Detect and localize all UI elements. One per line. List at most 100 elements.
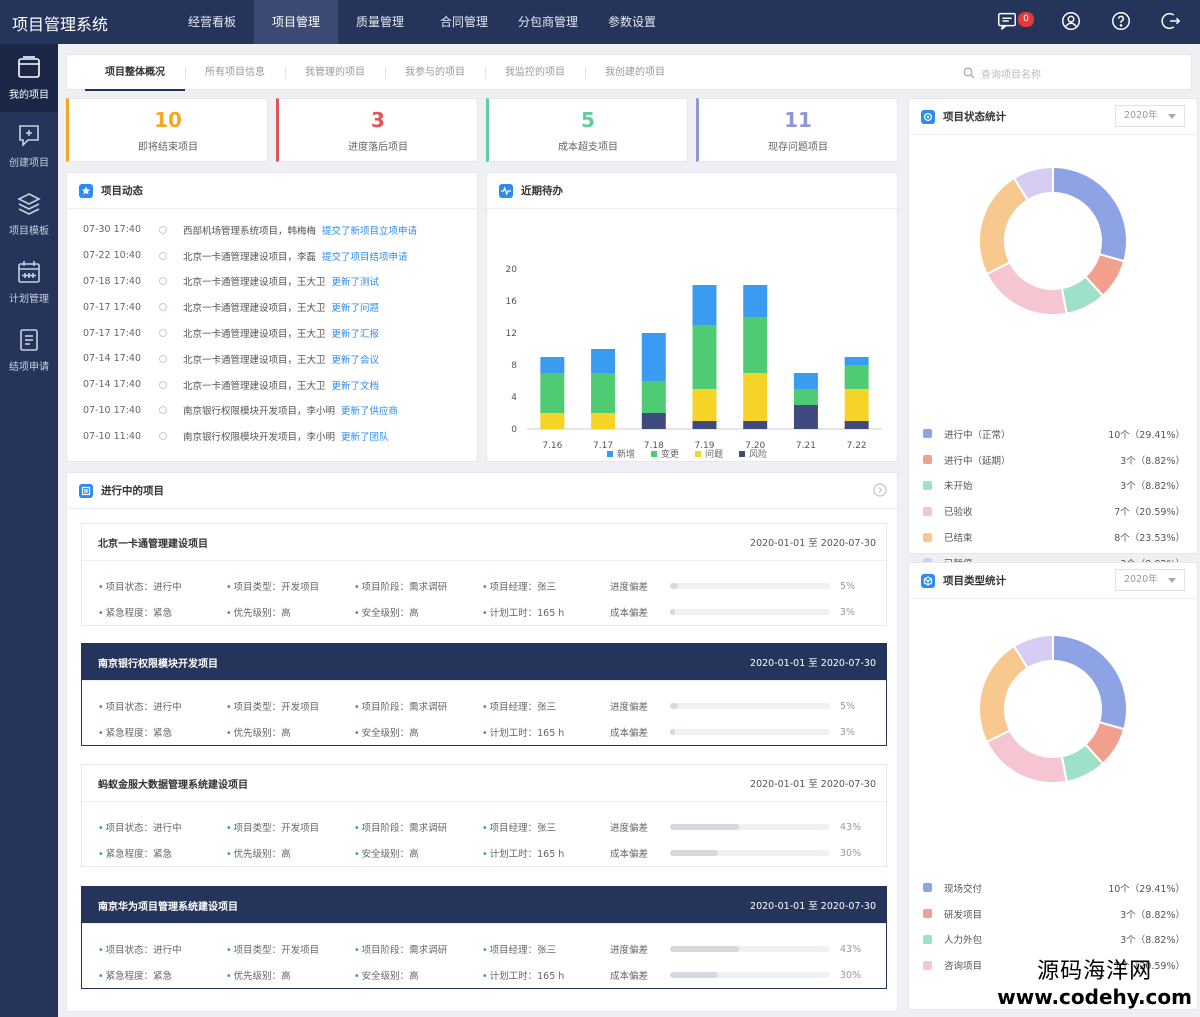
message-icon[interactable]: 0 bbox=[996, 10, 1034, 34]
donut-segment[interactable] bbox=[1052, 633, 1128, 731]
bar-segment-变更[interactable] bbox=[743, 317, 768, 373]
project-card[interactable]: 蚂蚁金服大数据管理系统建设项目 2020-01-01 至 2020-07-30 • 项… bbox=[81, 764, 887, 867]
project-card[interactable]: 南京华为项目管理系统建设项目 2020-01-01 至 2020-07-30 • 项目… bbox=[81, 886, 887, 989]
activity-link[interactable]: 更新了供应商 bbox=[341, 406, 399, 418]
topnav-quality-management[interactable]: 质量管理 bbox=[355, 15, 404, 29]
legend-item[interactable]: 进行中（正常） 10个（29.41%） bbox=[923, 421, 1185, 447]
bar-segment-变更[interactable] bbox=[641, 381, 666, 413]
bar-segment-变更[interactable] bbox=[540, 373, 565, 413]
bar-segment-风险[interactable] bbox=[844, 421, 869, 429]
sidebar-item-project-template[interactable]: 项目模板 bbox=[0, 180, 58, 248]
bar-segment-问题[interactable] bbox=[591, 413, 616, 429]
bar-segment-新增[interactable] bbox=[692, 285, 717, 325]
bar-segment-问题[interactable] bbox=[692, 389, 717, 421]
bar-segment-风险[interactable] bbox=[743, 421, 768, 429]
topnav-parameter-settings[interactable]: 参数设置 bbox=[607, 15, 656, 29]
activity-link[interactable]: 更新了测试 bbox=[331, 277, 380, 289]
user-icon[interactable] bbox=[1060, 10, 1084, 34]
project-name[interactable]: 南京华为项目管理系统建设项目 bbox=[98, 901, 238, 913]
tab-created-projects[interactable]: 我创建的项目 bbox=[585, 55, 685, 91]
project-status: • 项目状态：进行中 bbox=[98, 699, 226, 713]
tab-managed-projects[interactable]: 我管理的项目 bbox=[285, 55, 385, 91]
sidebar-item-label: 项目模板 bbox=[9, 226, 49, 237]
bar-segment-风险[interactable] bbox=[641, 413, 666, 429]
activity-link[interactable]: 更新了会议 bbox=[331, 354, 380, 366]
tab-participated-projects[interactable]: 我参与的项目 bbox=[385, 55, 485, 91]
topnav-contract-management[interactable]: 合同管理 bbox=[439, 15, 488, 29]
logout-icon[interactable] bbox=[1160, 10, 1184, 34]
tab-overview[interactable]: 项目整体概况 bbox=[85, 55, 185, 91]
bar-segment-变更[interactable] bbox=[692, 325, 717, 389]
project-info-row: • 项目状态：进行中 • 项目类型：开发项目 • 项目阶段：需求调研 • 项目经理：张三 进度偏… bbox=[98, 693, 886, 719]
donut-segment[interactable] bbox=[1012, 633, 1054, 670]
bar-segment-问题[interactable] bbox=[743, 373, 768, 421]
bar-segment-问题[interactable] bbox=[844, 389, 869, 421]
project-card[interactable]: 南京银行权限模块开发项目 2020-01-01 至 2020-07-30 • 项目状态… bbox=[81, 643, 887, 746]
topnav-business-board[interactable]: 经营看板 bbox=[187, 15, 236, 29]
donut-segment[interactable] bbox=[1052, 165, 1128, 263]
donut-segment[interactable] bbox=[985, 729, 1068, 784]
kpi-over-budget[interactable]: 5 成本超支项目 bbox=[486, 98, 688, 162]
project-card[interactable]: 北京一卡通管理建设项目 2020-01-01 至 2020-07-30 • 项目状态：… bbox=[81, 523, 887, 626]
activity-link[interactable]: 更新了文档 bbox=[331, 380, 380, 392]
donut-segment[interactable] bbox=[985, 261, 1068, 316]
legend-item[interactable]: 研发项目 3个（8.82%） bbox=[923, 901, 1185, 927]
legend-item[interactable]: 已结束 8个（23.53%） bbox=[923, 524, 1185, 550]
project-info-row: • 紧急程度：紧急 • 优先级别：高 • 安全级别：高 • 计划工时：165 h 成本偏差 30% bbox=[98, 840, 886, 866]
bar-segment-新增[interactable] bbox=[793, 373, 818, 389]
bar-segment-风险[interactable] bbox=[793, 405, 818, 429]
sidebar-item-create-project[interactable]: 创建项目 bbox=[0, 112, 58, 180]
activity-link[interactable]: 提交了新项目立项申请 bbox=[322, 225, 418, 237]
donut-segment[interactable] bbox=[1012, 165, 1054, 202]
legend-item[interactable]: 人力外包 3个（8.82%） bbox=[923, 927, 1185, 953]
bar-segment-新增[interactable] bbox=[540, 357, 565, 373]
activity-text: 北京一卡通管理建设项目，李磊 bbox=[183, 251, 317, 263]
kpi-existing-issues[interactable]: 11 现存问题项目 bbox=[696, 98, 898, 162]
activity-link[interactable]: 更新了问题 bbox=[331, 303, 380, 315]
donut-segment[interactable] bbox=[978, 176, 1030, 276]
chevron-right-icon[interactable] bbox=[873, 483, 887, 500]
legend-item[interactable]: 已验收 7个（20.59%） bbox=[923, 498, 1185, 524]
type-year-select[interactable]: 2020年 bbox=[1115, 569, 1185, 591]
legend-item[interactable]: 未开始 3个（8.82%） bbox=[923, 473, 1185, 499]
status-year-select[interactable]: 2020年 bbox=[1115, 105, 1185, 127]
project-name[interactable]: 南京银行权限模块开发项目 bbox=[98, 658, 218, 670]
help-icon[interactable] bbox=[1110, 10, 1134, 34]
activity-link[interactable]: 提交了项目结项申请 bbox=[322, 251, 408, 263]
bar-segment-问题[interactable] bbox=[540, 413, 565, 429]
donut-segment[interactable] bbox=[978, 644, 1030, 744]
activity-link[interactable]: 更新了汇报 bbox=[331, 329, 380, 341]
search-input[interactable]: 查询项目名称 bbox=[955, 61, 1175, 85]
tab-monitored-projects[interactable]: 我监控的项目 bbox=[485, 55, 585, 91]
legend-value: 7个（20.59%） bbox=[1114, 961, 1185, 973]
topnav-project-management[interactable]: 项目管理 bbox=[254, 0, 338, 44]
project-name[interactable]: 蚂蚁金服大数据管理系统建设项目 bbox=[98, 779, 248, 791]
bar-segment-变更[interactable] bbox=[793, 389, 818, 405]
bullet-dot: • bbox=[226, 728, 232, 739]
project-hours-text: 计划工时：165 h bbox=[489, 849, 565, 860]
bar-segment-新增[interactable] bbox=[844, 357, 869, 365]
legend-item[interactable]: 咨询项目 7个（20.59%） bbox=[923, 952, 1185, 978]
bar-segment-新增[interactable] bbox=[591, 349, 616, 373]
kpi-ending-soon[interactable]: 10 即将结束项目 bbox=[66, 98, 268, 162]
topnav-subcontractor-management[interactable]: 分包商管理 bbox=[517, 15, 578, 29]
project-name[interactable]: 北京一卡通管理建设项目 bbox=[98, 538, 208, 550]
legend-item[interactable]: 现场交付 10个（29.41%） bbox=[923, 875, 1185, 901]
project-info-row: • 项目状态：进行中 • 项目类型：开发项目 • 项目阶段：需求调研 • 项目经理：张三 进度偏… bbox=[98, 814, 886, 840]
legend-item[interactable]: 进行中（延期） 3个（8.82%） bbox=[923, 447, 1185, 473]
kpi-behind-schedule[interactable]: 3 进度落后项目 bbox=[276, 98, 478, 162]
sidebar-item-closure-request[interactable]: 结项申请 bbox=[0, 316, 58, 384]
bar-segment-新增[interactable] bbox=[743, 285, 768, 317]
sidebar-item-my-projects[interactable]: 我的项目 bbox=[0, 44, 58, 112]
bar-segment-变更[interactable] bbox=[591, 373, 616, 413]
sidebar-item-plan-management[interactable]: 计划管理 bbox=[0, 248, 58, 316]
kpi-value: 5 bbox=[581, 107, 595, 132]
activity-link[interactable]: 更新了团队 bbox=[341, 432, 389, 444]
legend-value: 3个（8.82%） bbox=[1120, 481, 1185, 493]
tab-all-projects[interactable]: 所有项目信息 bbox=[185, 55, 285, 91]
bar-segment-新增[interactable] bbox=[641, 333, 666, 381]
bar-segment-风险[interactable] bbox=[692, 421, 717, 429]
bar-segment-变更[interactable] bbox=[844, 365, 869, 389]
project-manager: • 项目经理：张三 bbox=[482, 579, 610, 593]
cost-deviation: 成本偏差 3% bbox=[610, 605, 870, 620]
